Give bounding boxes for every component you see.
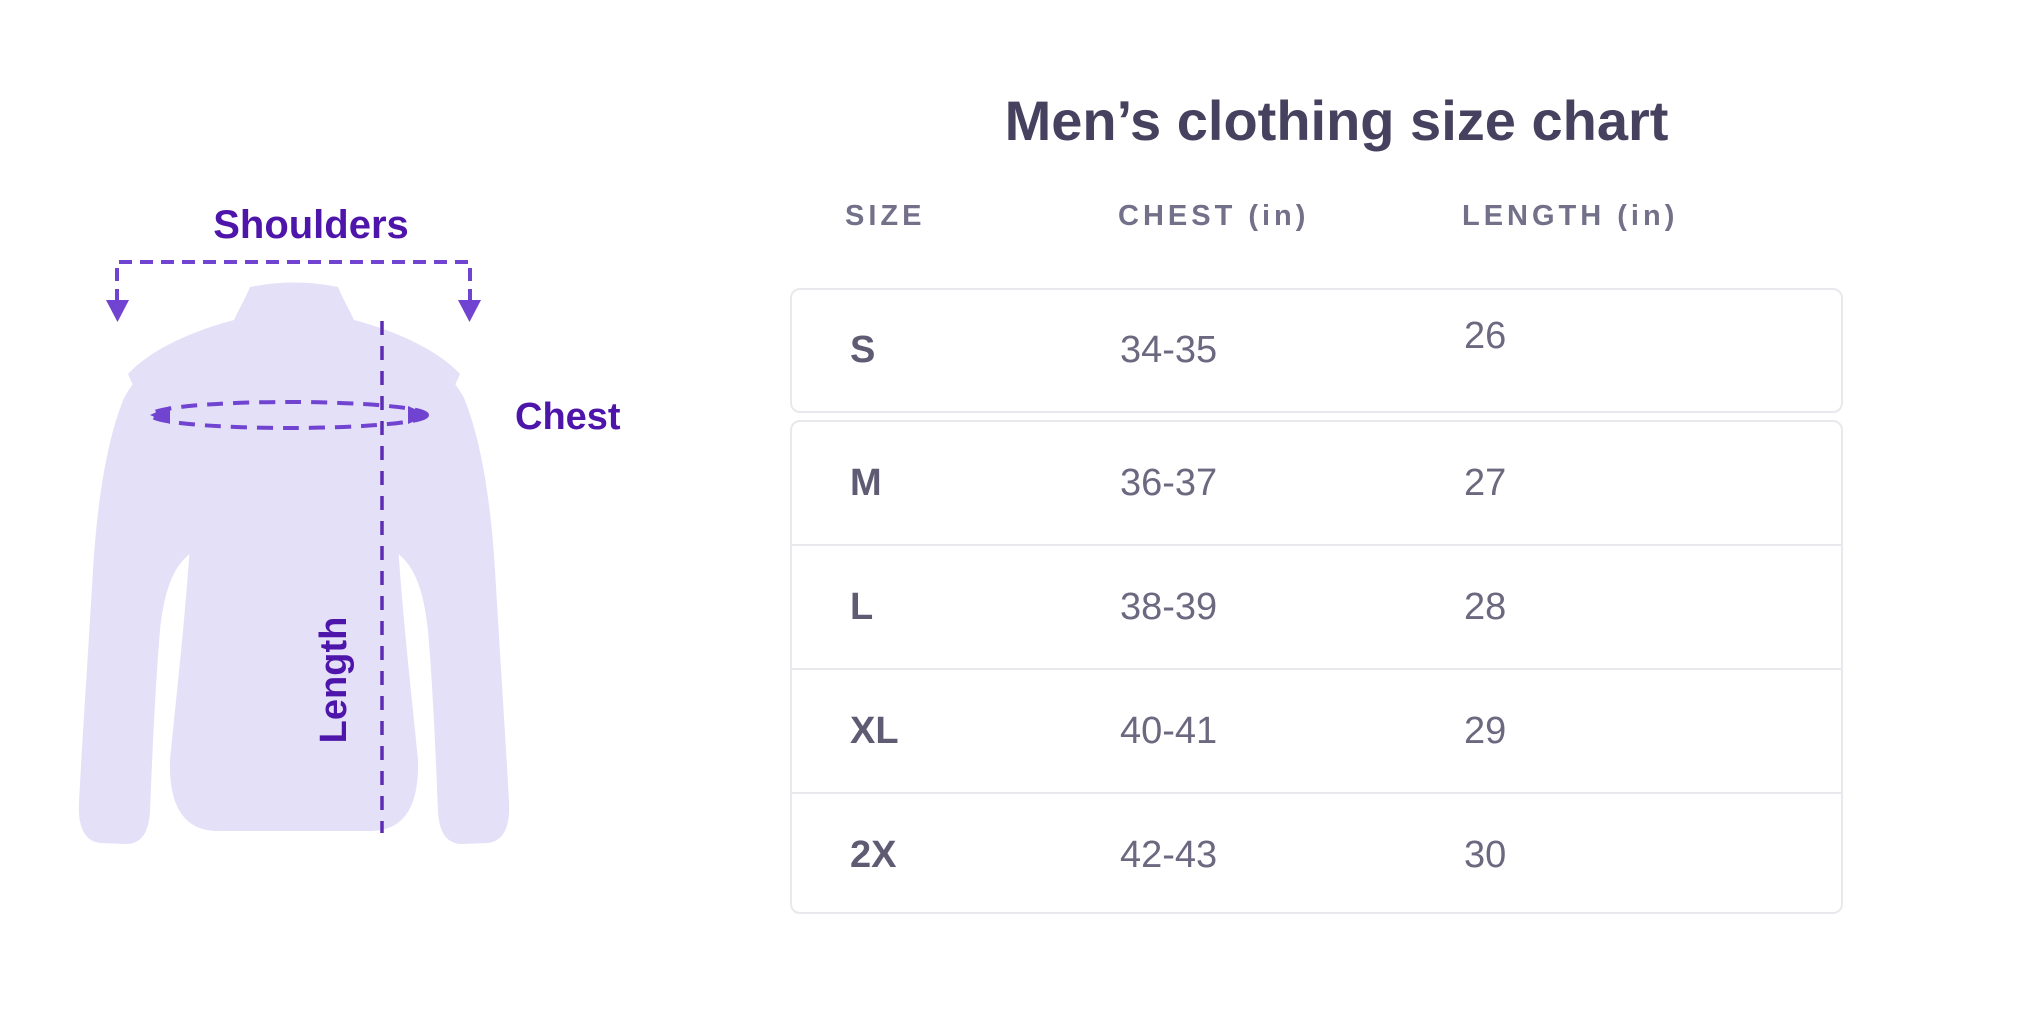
shoulders-label: Shoulders bbox=[213, 203, 409, 247]
column-header-length: LENGTH (in) bbox=[1462, 200, 1679, 232]
cell-length: 29 bbox=[1464, 709, 1507, 752]
cell-length: 26 bbox=[1464, 315, 1507, 357]
cell-length: 27 bbox=[1464, 461, 1507, 504]
shoulders-measure-line bbox=[115, 260, 472, 302]
shirt-left-sleeve bbox=[78, 320, 240, 844]
cell-chest: 34-35 bbox=[1120, 329, 1218, 371]
size-table-group-bottom: M 36-37 27 L 38-39 28 XL 40-41 29 2X 42-… bbox=[790, 420, 1843, 914]
table-row: S 34-35 26 bbox=[792, 290, 1841, 411]
cell-size: XL bbox=[850, 709, 899, 752]
page-title: Men’s clothing size chart bbox=[1004, 89, 1669, 152]
cell-size: M bbox=[850, 461, 882, 504]
cell-size: 2X bbox=[850, 833, 897, 876]
length-label: Length bbox=[313, 617, 355, 744]
chest-label: Chest bbox=[515, 396, 621, 438]
table-row: 2X 42-43 30 bbox=[792, 792, 1841, 916]
cell-size: S bbox=[850, 329, 876, 371]
shirt-right-sleeve bbox=[348, 320, 510, 844]
table-row: M 36-37 27 bbox=[792, 422, 1841, 544]
column-header-size: SIZE bbox=[845, 200, 926, 232]
shirt-body bbox=[128, 282, 460, 831]
column-header-chest: CHEST (in) bbox=[1118, 200, 1310, 232]
cell-length: 28 bbox=[1464, 585, 1507, 628]
table-row: XL 40-41 29 bbox=[792, 668, 1841, 792]
cell-chest: 38-39 bbox=[1120, 585, 1218, 628]
size-table-group-top: S 34-35 26 bbox=[790, 288, 1843, 413]
shoulders-arrowhead-right bbox=[458, 300, 481, 322]
cell-chest: 36-37 bbox=[1120, 461, 1218, 504]
shoulders-arrowhead-left bbox=[106, 300, 129, 322]
shirt-measurement-illustration: Shoulders Chest Length bbox=[78, 203, 621, 844]
table-row: L 38-39 28 bbox=[792, 544, 1841, 668]
cell-chest: 40-41 bbox=[1120, 709, 1218, 752]
chest-arrowhead-left bbox=[150, 406, 170, 424]
cell-chest: 42-43 bbox=[1120, 833, 1218, 876]
chest-arrowhead-right bbox=[408, 406, 428, 424]
cell-size: L bbox=[850, 585, 874, 628]
cell-length: 30 bbox=[1464, 833, 1507, 876]
